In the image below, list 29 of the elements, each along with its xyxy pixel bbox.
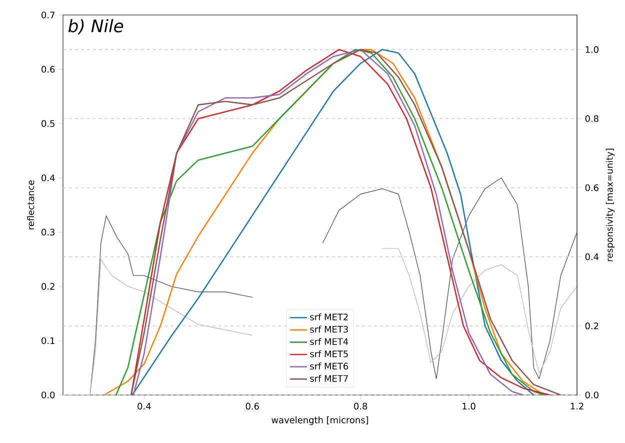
x-tick-label: 0.4 <box>138 402 151 410</box>
legend-label: srf MET4 <box>310 338 348 345</box>
y2-tick-label: 0.6 <box>585 184 598 192</box>
legend-label: srf MET3 <box>310 326 348 333</box>
legend-label: srf MET2 <box>310 313 348 320</box>
x-tick-label: 1.0 <box>462 402 476 410</box>
chart-title: b) Nile <box>68 19 124 34</box>
y2-tick-label: 1.0 <box>586 46 598 53</box>
y-tick-label: 0.1 <box>42 337 54 344</box>
legend-label: srf MET7 <box>310 374 348 382</box>
legend-label: srf MET6 <box>310 362 348 370</box>
y-tick-label: 0.2 <box>42 283 54 290</box>
x-tick-label: 0.6 <box>246 402 259 410</box>
legend-label: srf MET5 <box>310 350 348 358</box>
x-tick-label: 1.2 <box>570 402 584 410</box>
y-tick-label: 0.5 <box>42 120 54 127</box>
y2-tick-label: 0.8 <box>585 115 598 122</box>
y-axis-title: reflectance <box>27 180 34 230</box>
y-tick-label: 0.3 <box>42 228 55 236</box>
x-axis-title: wavelength [microns] <box>272 416 368 426</box>
y2-tick-label: 0.4 <box>585 253 599 260</box>
y-tick-label: 0.4 <box>42 174 55 182</box>
y-tick-label: 0.6 <box>42 66 55 73</box>
y-tick-label: 0.7 <box>42 12 54 18</box>
y2-tick-label: 0.2 <box>585 322 598 330</box>
x-tick-label: 0.8 <box>354 402 368 410</box>
y2-tick-label: 0.0 <box>585 392 598 398</box>
y-tick-label: 0.0 <box>42 392 55 398</box>
y2-axis-title: responsivity [max=unity] <box>606 148 615 262</box>
